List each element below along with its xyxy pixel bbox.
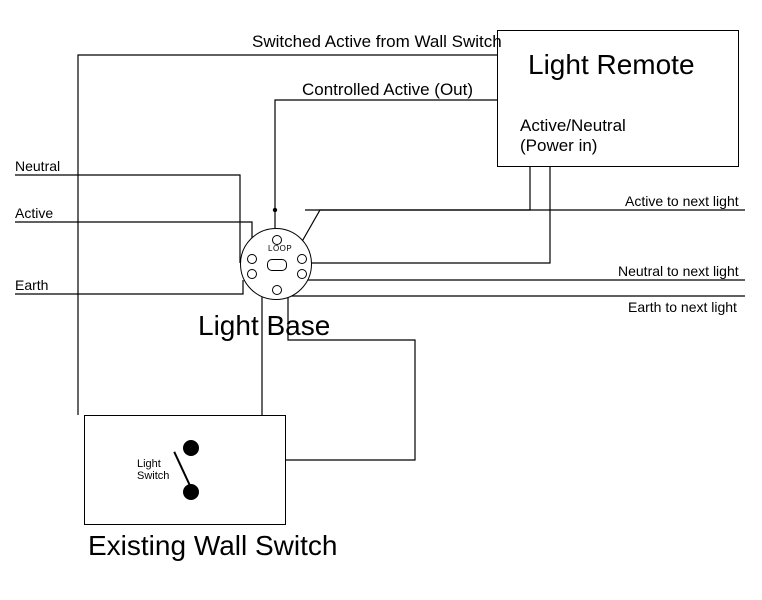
wall-switch-title: Existing Wall Switch (88, 530, 337, 562)
terminal-right-n (297, 269, 307, 279)
light-base-title: Light Base (198, 310, 330, 342)
wiring-diagram: Light Remote Active/Neutral (Power in) L… (0, 0, 762, 600)
lamp-holder-icon (267, 259, 287, 271)
light-remote-sub1: Active/Neutral (520, 116, 626, 136)
label-active: Active (15, 205, 53, 221)
terminal-left-n (247, 269, 257, 279)
terminal-left-a (247, 254, 257, 264)
switch-label: Light Switch (137, 458, 169, 482)
light-remote-sub2: (Power in) (520, 136, 597, 156)
label-controlled-active: Controlled Active (Out) (302, 80, 473, 100)
label-earth: Earth (15, 277, 48, 293)
wall-switch-box: Light Switch (84, 415, 286, 525)
label-switched-active: Switched Active from Wall Switch (252, 32, 502, 52)
loop-label: LOOP (268, 244, 292, 253)
label-neutral: Neutral (15, 158, 60, 174)
switch-lever (173, 452, 192, 491)
light-base-circle: LOOP (240, 228, 312, 300)
label-earth-next: Earth to next light (628, 299, 737, 315)
light-remote-title: Light Remote (528, 49, 695, 81)
switch-dot-top (183, 440, 199, 456)
terminal-bottom-e (272, 285, 282, 295)
terminal-right-a (297, 254, 307, 264)
label-active-next: Active to next light (625, 193, 739, 209)
label-neutral-next: Neutral to next light (618, 263, 739, 279)
light-remote-box: Light Remote Active/Neutral (Power in) (497, 30, 739, 167)
